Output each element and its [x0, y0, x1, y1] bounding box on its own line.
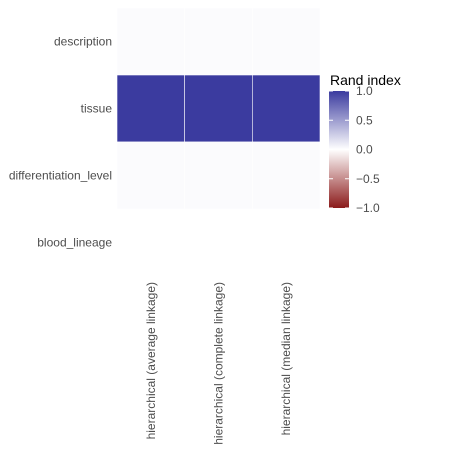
heatmap-cell [116, 208, 185, 277]
y-tick-label: differentiation_level [9, 169, 112, 183]
heatmap-cell [252, 208, 321, 277]
heatmap-cell [184, 7, 253, 76]
heatmap-cell [252, 141, 321, 210]
colorbar-tick-label: 0.5 [356, 113, 373, 127]
heatmap-cell [184, 74, 253, 143]
x-axis-labels: hierarchical (average linkage) hierarchic… [144, 282, 293, 445]
heatmap-cell [184, 208, 253, 277]
heatmap-cell [252, 7, 321, 76]
heatmap-cell [116, 141, 185, 210]
y-tick-label: tissue [81, 102, 113, 116]
x-tick-label: hierarchical (average linkage) [144, 282, 158, 439]
colorbar-tick-label: −1.0 [356, 201, 380, 215]
plot-panel [116, 7, 321, 277]
x-tick-label: hierarchical (median linkage) [279, 282, 293, 435]
colorbar-legend: Rand index 1.0 0.5 0.0 −0.5 −1.0 [329, 72, 401, 215]
heatmap-cell [116, 74, 185, 143]
y-tick-label: blood_lineage [37, 236, 112, 250]
colorbar-tick-label: −0.5 [356, 172, 380, 186]
colorbar-tick-label: 0.0 [356, 143, 373, 157]
heatmap-cell [116, 7, 185, 76]
heatmap-cell [184, 141, 253, 210]
legend-title: Rand index [330, 72, 401, 88]
colorbar-ticks: 1.0 0.5 0.0 −0.5 −1.0 [329, 84, 380, 215]
colorbar-tick-label: 1.0 [356, 84, 373, 98]
y-tick-label: description [54, 35, 112, 49]
x-tick-label: hierarchical (complete linkage) [212, 282, 226, 445]
heatmap-cell [252, 74, 321, 143]
colorbar [329, 91, 349, 208]
y-axis-labels: description tissue differentiation_levelbl… [9, 35, 113, 250]
